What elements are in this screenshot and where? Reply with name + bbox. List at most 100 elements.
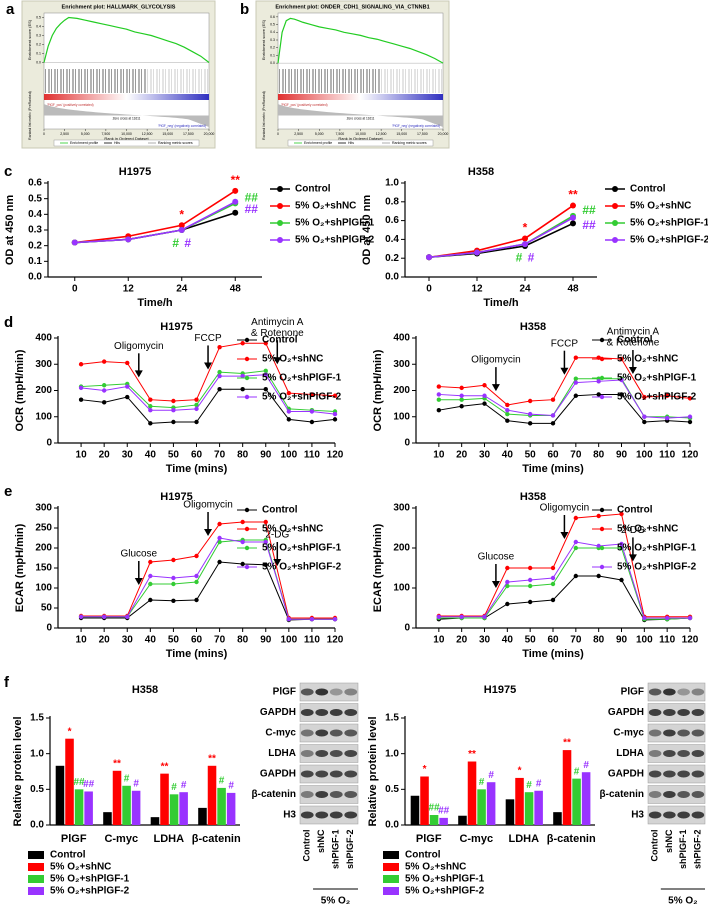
series-line <box>428 217 574 259</box>
data-point <box>527 411 533 417</box>
chart-title: H358 <box>468 166 494 178</box>
y-tick-label: 300 <box>35 503 52 514</box>
hits-sparse <box>380 69 443 93</box>
legend-label: 5% O₂+shNC <box>262 354 323 365</box>
zero-cross: Zero cross at 11611 <box>347 116 375 120</box>
x-tick-label: 50 <box>525 450 537 461</box>
significance-label: * <box>523 221 528 235</box>
y-tick-label: 0.0 <box>385 820 399 831</box>
y-tick-label: 300 <box>393 503 410 514</box>
x-tick-label: β-catenin <box>547 833 596 845</box>
blot-band <box>344 688 358 696</box>
x-tick-label: 90 <box>260 635 272 646</box>
data-point <box>619 356 624 362</box>
legend-marker <box>244 375 250 381</box>
x-tick-label: 80 <box>237 450 249 461</box>
x-tick-label: 80 <box>593 635 605 646</box>
series-line <box>438 547 691 620</box>
x-tick-label: 30 <box>122 450 134 461</box>
legend-swatch <box>383 863 399 871</box>
series-line <box>438 575 691 621</box>
data-point <box>217 539 222 545</box>
data-point <box>125 384 130 389</box>
bar <box>217 787 226 825</box>
arrow-head <box>560 367 569 375</box>
bar <box>505 799 515 825</box>
legend-marker <box>277 237 283 243</box>
x-tick-label: PlGF <box>61 833 87 845</box>
bar <box>439 817 448 825</box>
data-point <box>263 372 268 377</box>
x-tick-label: 30 <box>479 635 491 646</box>
data-point <box>240 539 245 545</box>
y-axis-label: OCR (mpH/min) <box>372 349 384 431</box>
data-point <box>286 617 292 622</box>
legend-label: Enrichment profile <box>70 141 98 145</box>
legend-marker <box>599 356 605 362</box>
enrichment-line <box>277 17 444 64</box>
y-tick-label: 250 <box>35 523 52 534</box>
blot-band <box>329 709 343 716</box>
x-tick-label: 60 <box>547 635 559 646</box>
data-point <box>482 393 487 398</box>
data-point <box>619 541 624 547</box>
neg-label: 'PlGF_neg' (negatively correlated) <box>158 124 206 128</box>
x-tick-label: C-myc <box>459 833 493 845</box>
x-tick-label: 10,000 <box>355 132 366 136</box>
data-point <box>171 419 176 425</box>
data-point <box>240 561 245 567</box>
y-tick-label: 150 <box>35 563 52 574</box>
legend-marker <box>599 564 605 570</box>
significance-label: # <box>528 250 535 264</box>
arrow-head <box>134 578 143 585</box>
significance-label: # <box>526 780 532 791</box>
data-point <box>570 202 576 209</box>
data-point <box>573 376 579 381</box>
y-tick-label: 0.5 <box>36 15 41 19</box>
significance-label: ## <box>245 202 259 216</box>
data-point <box>171 557 176 563</box>
series-line <box>81 388 336 424</box>
blot-row-label: H3 <box>631 810 644 821</box>
data-point <box>550 581 556 587</box>
y2-axis-label: Ranked list metric (PreRanked) <box>262 91 266 140</box>
bar <box>160 773 169 825</box>
treatment-label: FCCP <box>551 338 579 349</box>
legend-label: 5% O₂+shNC <box>262 524 323 535</box>
legend-label: Control <box>262 505 298 516</box>
data-point <box>240 519 245 525</box>
legend-label: Enrichment profile <box>304 141 332 145</box>
data-point <box>505 601 510 607</box>
chart-title: H1975 <box>160 321 192 333</box>
significance-label: ** <box>231 173 241 187</box>
data-point <box>101 400 107 405</box>
arrow-head <box>273 559 282 566</box>
blot-strip <box>299 744 359 763</box>
y-tick-label: 200 <box>35 543 52 554</box>
legend-label: Hits <box>348 141 354 145</box>
legend-label: 5% O₂+shPlGF-2 <box>617 562 697 573</box>
data-point <box>474 249 480 256</box>
bar <box>553 812 562 825</box>
treatment-label: Oligomycin <box>471 355 520 366</box>
y-tick-label: 1.5 <box>30 713 44 724</box>
data-point <box>596 573 601 579</box>
blot-band <box>691 811 705 819</box>
blot-band <box>329 811 343 819</box>
legend-label: 5% O₂+shPlGF-2 <box>630 235 708 246</box>
panel-label: e <box>4 483 12 500</box>
y-axis-label: Relative protein level <box>367 716 379 826</box>
significance-label: # <box>479 777 485 788</box>
x-tick-label: 20 <box>456 450 468 461</box>
x-axis-label: Time (mins) <box>166 463 228 475</box>
blot-band <box>663 791 676 798</box>
y-tick-label: 100 <box>393 583 410 594</box>
rank-bar <box>44 94 209 100</box>
treatment-label: Glucose <box>478 552 515 563</box>
significance-label: # <box>583 760 589 771</box>
blot-band <box>300 729 314 737</box>
legend-marker <box>599 507 605 513</box>
data-point <box>101 614 107 619</box>
data-point <box>642 394 647 400</box>
y-axis-label: OCR (mpH/min) <box>14 349 26 431</box>
